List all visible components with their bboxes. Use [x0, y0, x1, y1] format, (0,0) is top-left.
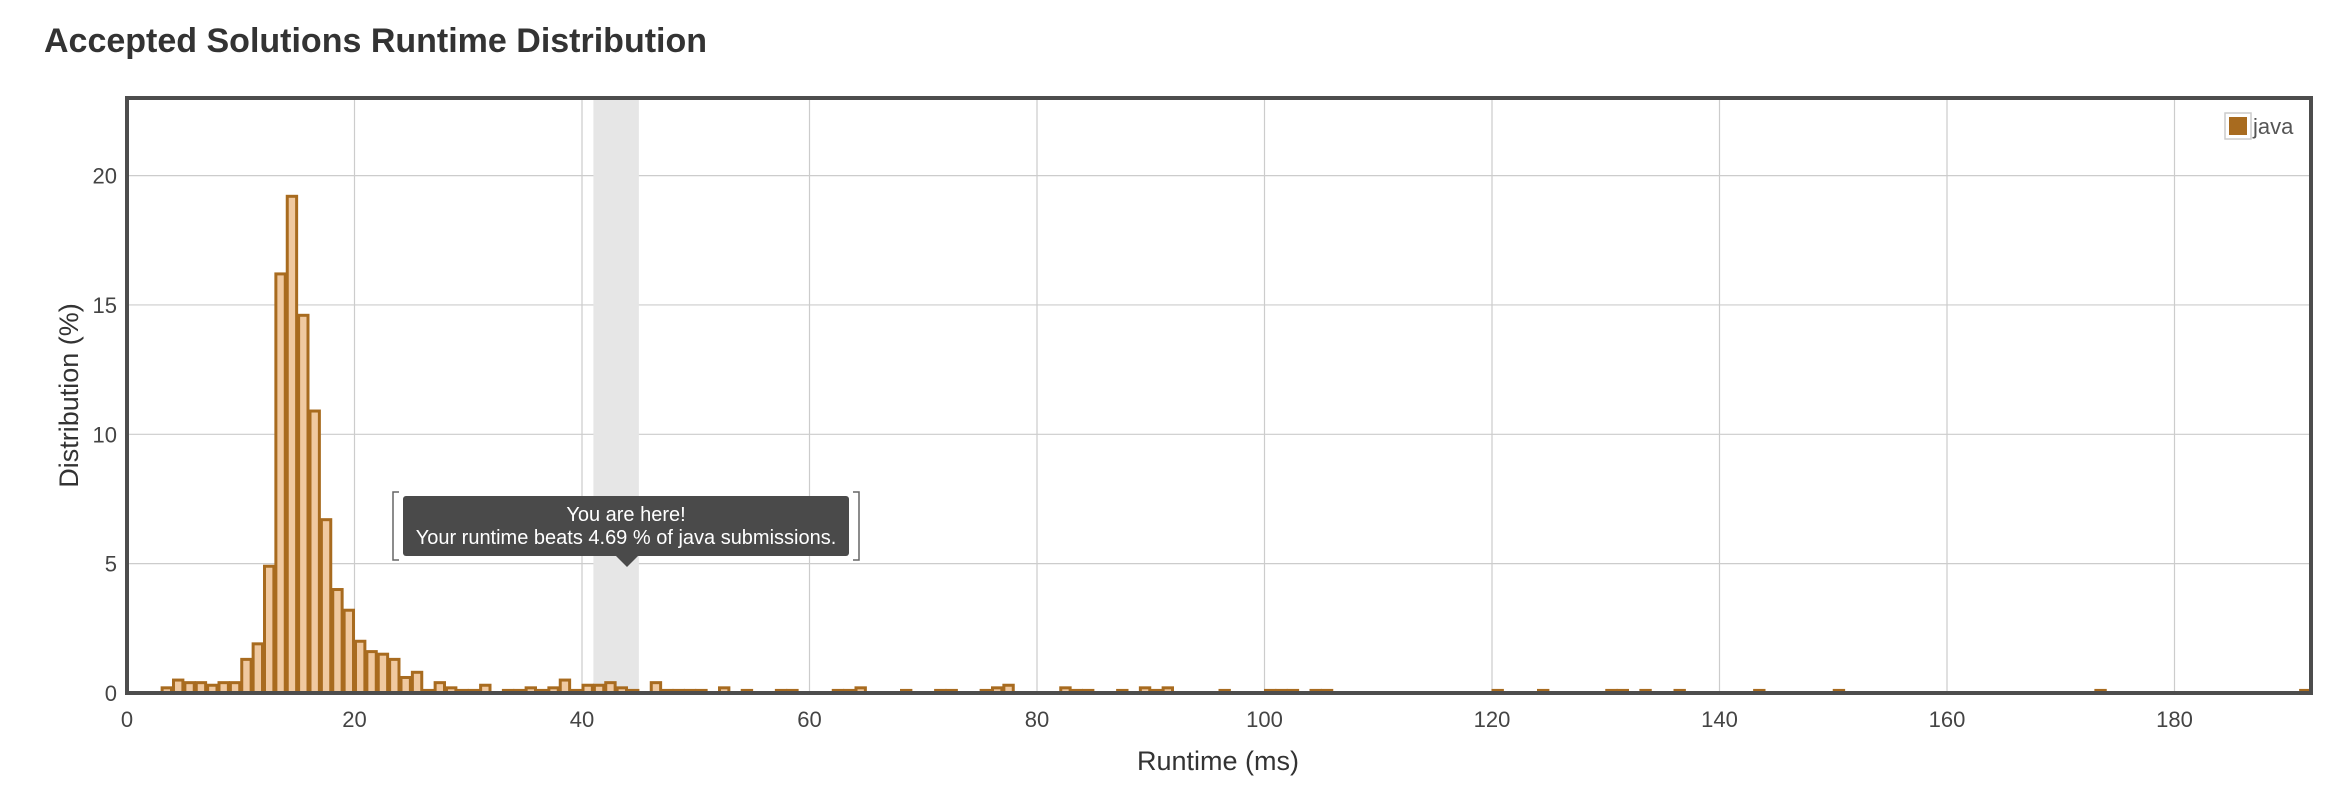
legend-java-label: java	[2252, 114, 2294, 139]
x-tick-label: 80	[1025, 707, 1049, 732]
y-axis-ticks: 0 5 10 15 20	[93, 164, 117, 706]
tooltip-pointer	[616, 556, 638, 567]
histogram-bar[interactable]	[354, 639, 367, 695]
tooltip-bracket-right	[853, 491, 860, 561]
y-tick-label: 20	[93, 164, 117, 189]
histogram-bar[interactable]	[399, 675, 412, 695]
tooltip-line1: You are here!	[566, 504, 685, 526]
x-tick-label: 60	[797, 707, 821, 732]
x-axis-title: Runtime (ms)	[1137, 746, 1299, 776]
histogram-bar[interactable]	[319, 518, 333, 695]
x-tick-label: 40	[570, 707, 594, 732]
grid-lines	[127, 98, 2311, 693]
y-axis-title: Distribution (%)	[54, 303, 84, 488]
histogram-bar[interactable]	[263, 564, 276, 695]
tooltip-bracket-left	[392, 491, 399, 561]
histogram-bar[interactable]	[331, 588, 344, 695]
x-tick-label: 140	[1701, 707, 1738, 732]
y-tick-label: 10	[93, 422, 117, 447]
histogram-bar[interactable]	[274, 272, 287, 695]
histogram-bar[interactable]	[365, 650, 378, 695]
x-tick-label: 20	[342, 707, 366, 732]
histogram-bar[interactable]	[308, 409, 321, 695]
runtime-tooltip: You are here! Your runtime beats 4.69 % …	[392, 491, 860, 567]
x-tick-label: 100	[1246, 707, 1283, 732]
x-tick-label: 120	[1474, 707, 1511, 732]
x-tick-label: 180	[2156, 707, 2193, 732]
y-tick-label: 5	[105, 552, 117, 577]
x-tick-label: 0	[121, 707, 133, 732]
x-axis-ticks: 0 20 40 60 80 100 120 140 160 180	[121, 707, 2193, 732]
tooltip-box	[403, 496, 849, 556]
java-series-bars[interactable]	[160, 194, 2312, 695]
your-runtime-highlight-band	[593, 98, 639, 693]
y-tick-label: 0	[105, 681, 117, 706]
x-tick-label: 160	[1929, 707, 1966, 732]
histogram-bar[interactable]	[297, 313, 310, 695]
histogram-bar[interactable]	[285, 194, 299, 695]
histogram-bar[interactable]	[251, 642, 264, 695]
tooltip-line2: Your runtime beats 4.69 % of java submis…	[416, 527, 837, 549]
legend-java-swatch	[2229, 117, 2247, 135]
histogram-bar[interactable]	[388, 657, 401, 695]
histogram-bar[interactable]	[342, 608, 355, 695]
legend[interactable]: java	[2224, 112, 2294, 140]
y-tick-label: 15	[93, 293, 117, 318]
plot-area-border	[125, 96, 2313, 695]
chart-title: Accepted Solutions Runtime Distribution	[44, 22, 708, 60]
histogram-bar[interactable]	[410, 670, 424, 695]
histogram-bar[interactable]	[376, 652, 390, 695]
histogram-bar[interactable]	[240, 657, 253, 695]
